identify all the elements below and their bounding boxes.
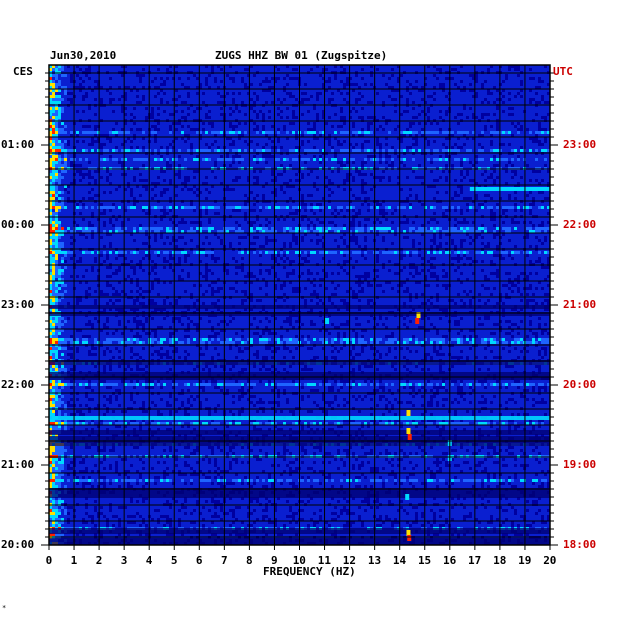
- x-tick-label: 5: [170, 554, 178, 567]
- left-time-label: 22:00: [1, 378, 35, 391]
- x-axis-ticks: [48, 545, 551, 550]
- left-time-label: 01:00: [1, 138, 35, 151]
- x-tick-label: 2: [95, 554, 103, 567]
- footnote-mark: *: [2, 604, 7, 612]
- x-tick-label: 9: [271, 554, 278, 567]
- x-tick-label: 1: [70, 554, 78, 567]
- x-tick-label: 3: [120, 554, 128, 567]
- right-time-label: 20:00: [563, 378, 597, 391]
- left-time-label: 23:00: [1, 298, 35, 311]
- right-time-label: 19:00: [563, 458, 597, 471]
- x-tick-label: 19: [518, 554, 532, 567]
- x-tick-label: 4: [145, 554, 153, 567]
- x-tick-label: 12: [342, 554, 357, 567]
- x-tick-label: 6: [195, 554, 203, 567]
- left-time-label: 21:00: [1, 458, 35, 471]
- right-time-label: 22:00: [563, 218, 597, 231]
- x-tick-label: 7: [220, 554, 228, 567]
- x-tick-label: 0: [45, 554, 53, 567]
- x-tick-label: 18: [493, 554, 507, 567]
- x-tick-label: 16: [443, 554, 457, 567]
- x-tick-label: 20: [543, 554, 557, 567]
- left-axis-timezone: CES: [13, 65, 33, 78]
- x-tick-label: 14: [392, 554, 407, 567]
- y-axis-ticks: [41, 72, 558, 546]
- x-tick-label: 10: [292, 554, 306, 567]
- left-time-label: 00:00: [1, 218, 35, 231]
- date-label: Jun30,2010: [50, 49, 117, 62]
- grid-lines: [49, 65, 550, 545]
- station-title: ZUGS HHZ BW 01 (Zugspitze): [215, 49, 388, 62]
- x-tick-label: 8: [246, 554, 253, 567]
- x-axis-title: FREQUENCY (HZ): [263, 565, 356, 578]
- x-tick-label: 11: [317, 554, 331, 567]
- right-time-label: 21:00: [563, 298, 597, 311]
- right-axis-timezone: UTC: [553, 65, 573, 78]
- x-tick-label: 13: [367, 554, 382, 567]
- x-tick-label: 17: [468, 554, 482, 567]
- left-time-label: 20:00: [1, 538, 35, 551]
- right-time-label: 23:00: [563, 138, 597, 151]
- right-time-label: 18:00: [563, 538, 597, 551]
- x-tick-label: 15: [417, 554, 432, 567]
